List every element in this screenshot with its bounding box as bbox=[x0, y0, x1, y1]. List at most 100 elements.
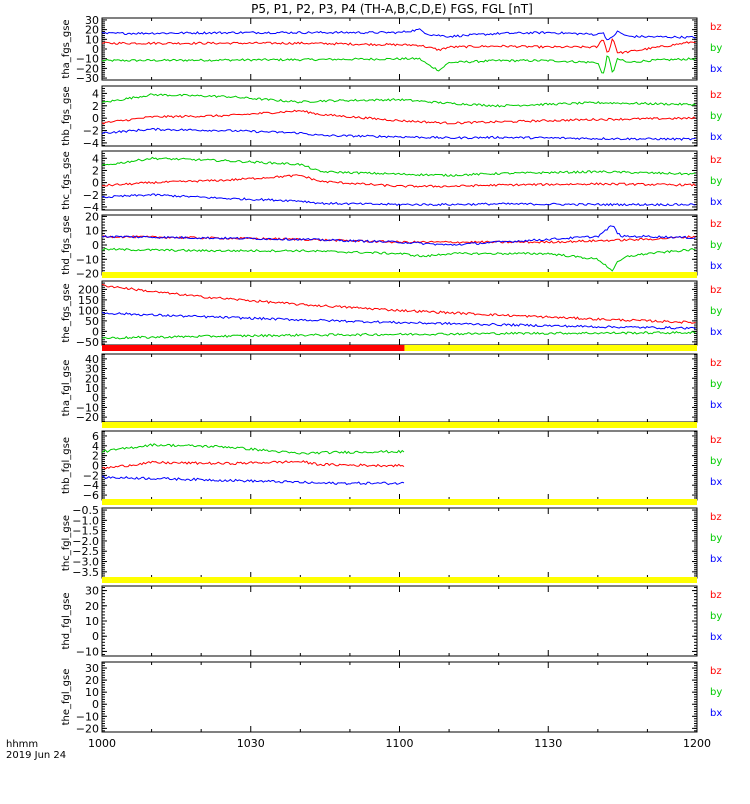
y-tick-label: −1.0 bbox=[72, 514, 99, 527]
panel-frame bbox=[101, 507, 698, 579]
legend-bx: bx bbox=[710, 632, 722, 643]
legend-bz: bz bbox=[710, 590, 722, 601]
y-tick-label: −20 bbox=[76, 722, 99, 735]
y-tick-label: −10 bbox=[76, 401, 99, 414]
legend-bz: bz bbox=[710, 155, 722, 166]
y-axis-label: thc_fgl_gse bbox=[61, 515, 72, 571]
date-caption: 2019 Jun 24 bbox=[6, 750, 66, 761]
series-bz bbox=[101, 283, 696, 324]
y-axis-label: tha_fgs_gse bbox=[61, 19, 72, 78]
panel-frame bbox=[101, 353, 698, 423]
legend-bz: bz bbox=[710, 22, 722, 33]
y-tick-label: 150 bbox=[78, 294, 99, 307]
y-tick-label: −20 bbox=[76, 268, 99, 281]
panel-frame bbox=[101, 214, 698, 276]
y-tick-label: 40 bbox=[85, 353, 99, 366]
y-tick-label: 20 bbox=[85, 24, 99, 37]
y-axis-label: thc_fgs_gse bbox=[61, 151, 72, 210]
series-bz bbox=[101, 460, 405, 470]
y-tick-label: 20 bbox=[85, 600, 99, 613]
y-tick-label: 0 bbox=[92, 460, 99, 473]
y-tick-label: −4 bbox=[83, 201, 99, 214]
y-axis-label: tha_fgl_gse bbox=[61, 360, 72, 417]
y-tick-label: 100 bbox=[78, 304, 99, 317]
x-tick-label: 1100 bbox=[386, 737, 414, 750]
y-axis-label: the_fgs_gse bbox=[61, 283, 72, 342]
y-tick-label: 6 bbox=[92, 430, 99, 443]
legend-bx: bx bbox=[710, 477, 722, 488]
chart-title: P5, P1, P2, P3, P4 (TH-A,B,C,D,E) FGS, F… bbox=[251, 2, 533, 16]
y-tick-label: −10 bbox=[76, 645, 99, 658]
series-bx bbox=[101, 28, 696, 41]
y-tick-label: −4 bbox=[83, 479, 99, 492]
series-bx bbox=[101, 193, 696, 207]
y-tick-label: −3.0 bbox=[72, 556, 99, 569]
legend-by: by bbox=[710, 687, 722, 698]
y-axis-label: thb_fgs_gse bbox=[61, 86, 72, 145]
legend-by: by bbox=[710, 456, 722, 467]
y-tick-label: −1.5 bbox=[72, 525, 99, 538]
legend-bz: bz bbox=[710, 666, 722, 677]
y-tick-label: −10 bbox=[76, 253, 99, 266]
y-tick-label: 4 bbox=[92, 440, 99, 453]
legend-by: by bbox=[710, 306, 722, 317]
y-tick-label: −2 bbox=[83, 469, 99, 482]
y-tick-label: 200 bbox=[78, 283, 99, 296]
y-tick-label: 10 bbox=[85, 382, 99, 395]
y-tick-label: 30 bbox=[85, 585, 99, 598]
legend-bx: bx bbox=[710, 197, 722, 208]
y-tick-label: 20 bbox=[85, 372, 99, 385]
y-tick-label: 10 bbox=[85, 615, 99, 628]
legend-by: by bbox=[710, 240, 722, 251]
legend-bz: bz bbox=[710, 435, 722, 446]
status-bar bbox=[102, 499, 697, 505]
legend-bz: bz bbox=[710, 512, 722, 523]
y-axis-label: thb_fgl_gse bbox=[61, 437, 72, 494]
y-tick-label: −0.5 bbox=[72, 504, 99, 517]
y-tick-label: 4 bbox=[92, 152, 99, 165]
y-tick-label: −2 bbox=[83, 189, 99, 202]
panel-frame bbox=[101, 585, 698, 657]
y-tick-label: 0 bbox=[92, 43, 99, 56]
y-axis-label: thd_fgl_gse bbox=[61, 593, 72, 650]
legend-bz: bz bbox=[710, 358, 722, 369]
legend-bz: bz bbox=[710, 219, 722, 230]
series-by bbox=[101, 93, 696, 108]
legend-bx: bx bbox=[710, 400, 722, 411]
y-tick-label: 20 bbox=[85, 210, 99, 223]
panel-thd_fgs_gse: 20 100−10 −20 thd_fgs_gse bz by bx bbox=[61, 210, 722, 280]
legend-bz: bz bbox=[710, 285, 722, 296]
series-bx bbox=[101, 475, 405, 486]
y-axis-label: thd_fgs_gse bbox=[61, 215, 72, 274]
legend-by: by bbox=[710, 43, 722, 54]
legend-by: by bbox=[710, 533, 722, 544]
panel-thc_fgs_gse: 420−2−4 thc_fgs_gse bz by bx bbox=[61, 150, 722, 214]
legend-by: by bbox=[710, 379, 722, 390]
status-bar bbox=[404, 345, 697, 351]
y-tick-label: 2 bbox=[92, 164, 99, 177]
legend-bx: bx bbox=[710, 554, 722, 565]
legend-bx: bx bbox=[710, 708, 722, 719]
y-tick-label: 0 bbox=[92, 112, 99, 125]
series-bx bbox=[101, 127, 696, 141]
series-bz bbox=[101, 235, 696, 244]
y-tick-label: 0 bbox=[92, 630, 99, 643]
y-tick-label: 10 bbox=[85, 33, 99, 46]
y-tick-label: −20 bbox=[76, 62, 99, 75]
series-by bbox=[101, 443, 405, 455]
y-tick-label: −10 bbox=[76, 53, 99, 66]
y-tick-label: −10 bbox=[76, 710, 99, 723]
y-tick-label: −30 bbox=[76, 72, 99, 85]
panel-thb_fgs_gse: 420−2−4 thb_fgs_gse bz by bx bbox=[61, 85, 722, 150]
y-tick-label: −2 bbox=[83, 125, 99, 138]
y-tick-label: −3.5 bbox=[72, 566, 99, 579]
series-bz bbox=[101, 37, 696, 55]
